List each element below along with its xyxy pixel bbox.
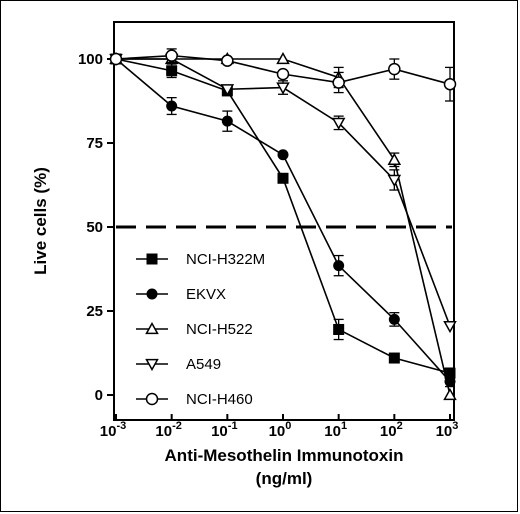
y-tick-label: 50 (86, 219, 103, 236)
series-a549 (109, 53, 457, 334)
data-point-ekvx (166, 100, 178, 112)
legend-item-a549: A549 (136, 356, 221, 373)
data-point-nci-h460 (165, 49, 178, 62)
data-point-a549 (331, 117, 346, 130)
legend-marker (145, 358, 159, 372)
legend-label: NCI-H322M (186, 251, 265, 268)
legend-marker (146, 253, 158, 265)
data-point-ekvx (221, 115, 233, 127)
y-axis-title: Live cells (%) (31, 167, 50, 275)
y-tick-label: 75 (86, 135, 103, 152)
legend-item-nci-h460: NCI-H460 (136, 391, 253, 408)
data-point-nci-h460 (388, 62, 401, 76)
legend: NCI-H322M EKVX NCI-H522 A549 NCI-H460 (136, 251, 265, 408)
legend-label: NCI-H460 (186, 391, 253, 408)
data-point-nci-h460 (443, 77, 457, 91)
series-layer (109, 48, 457, 401)
series-nci-h460 (109, 48, 457, 102)
data-point-nci-h322m (388, 352, 400, 364)
legend-item-ekvx: EKVX (136, 286, 226, 303)
legend-item-nci-h522: NCI-H522 (136, 321, 253, 338)
series-line-ekvx (115, 58, 451, 383)
data-point-nci-h460 (332, 76, 345, 89)
x-tick-label: 101 (324, 420, 347, 440)
data-point-nci-h460 (276, 67, 290, 81)
data-point-nci-h322m (333, 323, 345, 335)
data-point-ekvx (277, 149, 289, 161)
legend-label: NCI-H522 (186, 321, 253, 338)
legend-label: EKVX (186, 286, 226, 303)
data-point-nci-h522 (443, 387, 457, 401)
x-tick-label: 102 (380, 420, 403, 440)
data-point-nci-h322m (444, 367, 456, 379)
series-line-a549 (116, 58, 451, 327)
data-point-a549 (443, 320, 457, 334)
y-tick-label: 100 (78, 51, 103, 68)
legend-marker (145, 321, 159, 335)
x-tick-label: 10-1 (211, 420, 237, 440)
data-point-a549 (220, 84, 235, 97)
data-point-ekvx (333, 260, 345, 272)
data-point-nci-h322m (166, 65, 178, 77)
data-point-ekvx (388, 313, 400, 325)
y-axis: 0 25 50 75 100 (78, 51, 114, 404)
legend-label: A549 (186, 356, 221, 373)
y-tick-label: 25 (86, 303, 103, 320)
x-tick-label: 100 (269, 420, 292, 440)
x-axis: 10-3 10-2 10-1 100 101 102 103 (100, 414, 459, 440)
x-tick-label: 10-2 (155, 420, 181, 440)
series-ekvx (110, 53, 456, 388)
legend-marker (146, 288, 158, 300)
data-point-a549 (276, 82, 290, 95)
data-point-a549 (387, 174, 402, 188)
x-axis-unit: (ng/ml) (256, 469, 313, 488)
data-point-nci-h522 (276, 51, 290, 65)
x-axis-title: Anti-Mesothelin Immunotoxin (165, 446, 404, 465)
data-point-nci-h522 (387, 152, 402, 165)
y-tick-label: 0 (95, 387, 103, 404)
x-tick-label: 10-3 (100, 420, 126, 440)
legend-marker (145, 392, 159, 406)
legend-item-nci-h322m: NCI-H322M (136, 251, 265, 268)
data-point-nci-h322m (277, 172, 289, 184)
data-point-nci-h460 (221, 54, 234, 67)
data-point-nci-h460 (109, 52, 123, 66)
x-tick-label: 103 (436, 420, 459, 440)
